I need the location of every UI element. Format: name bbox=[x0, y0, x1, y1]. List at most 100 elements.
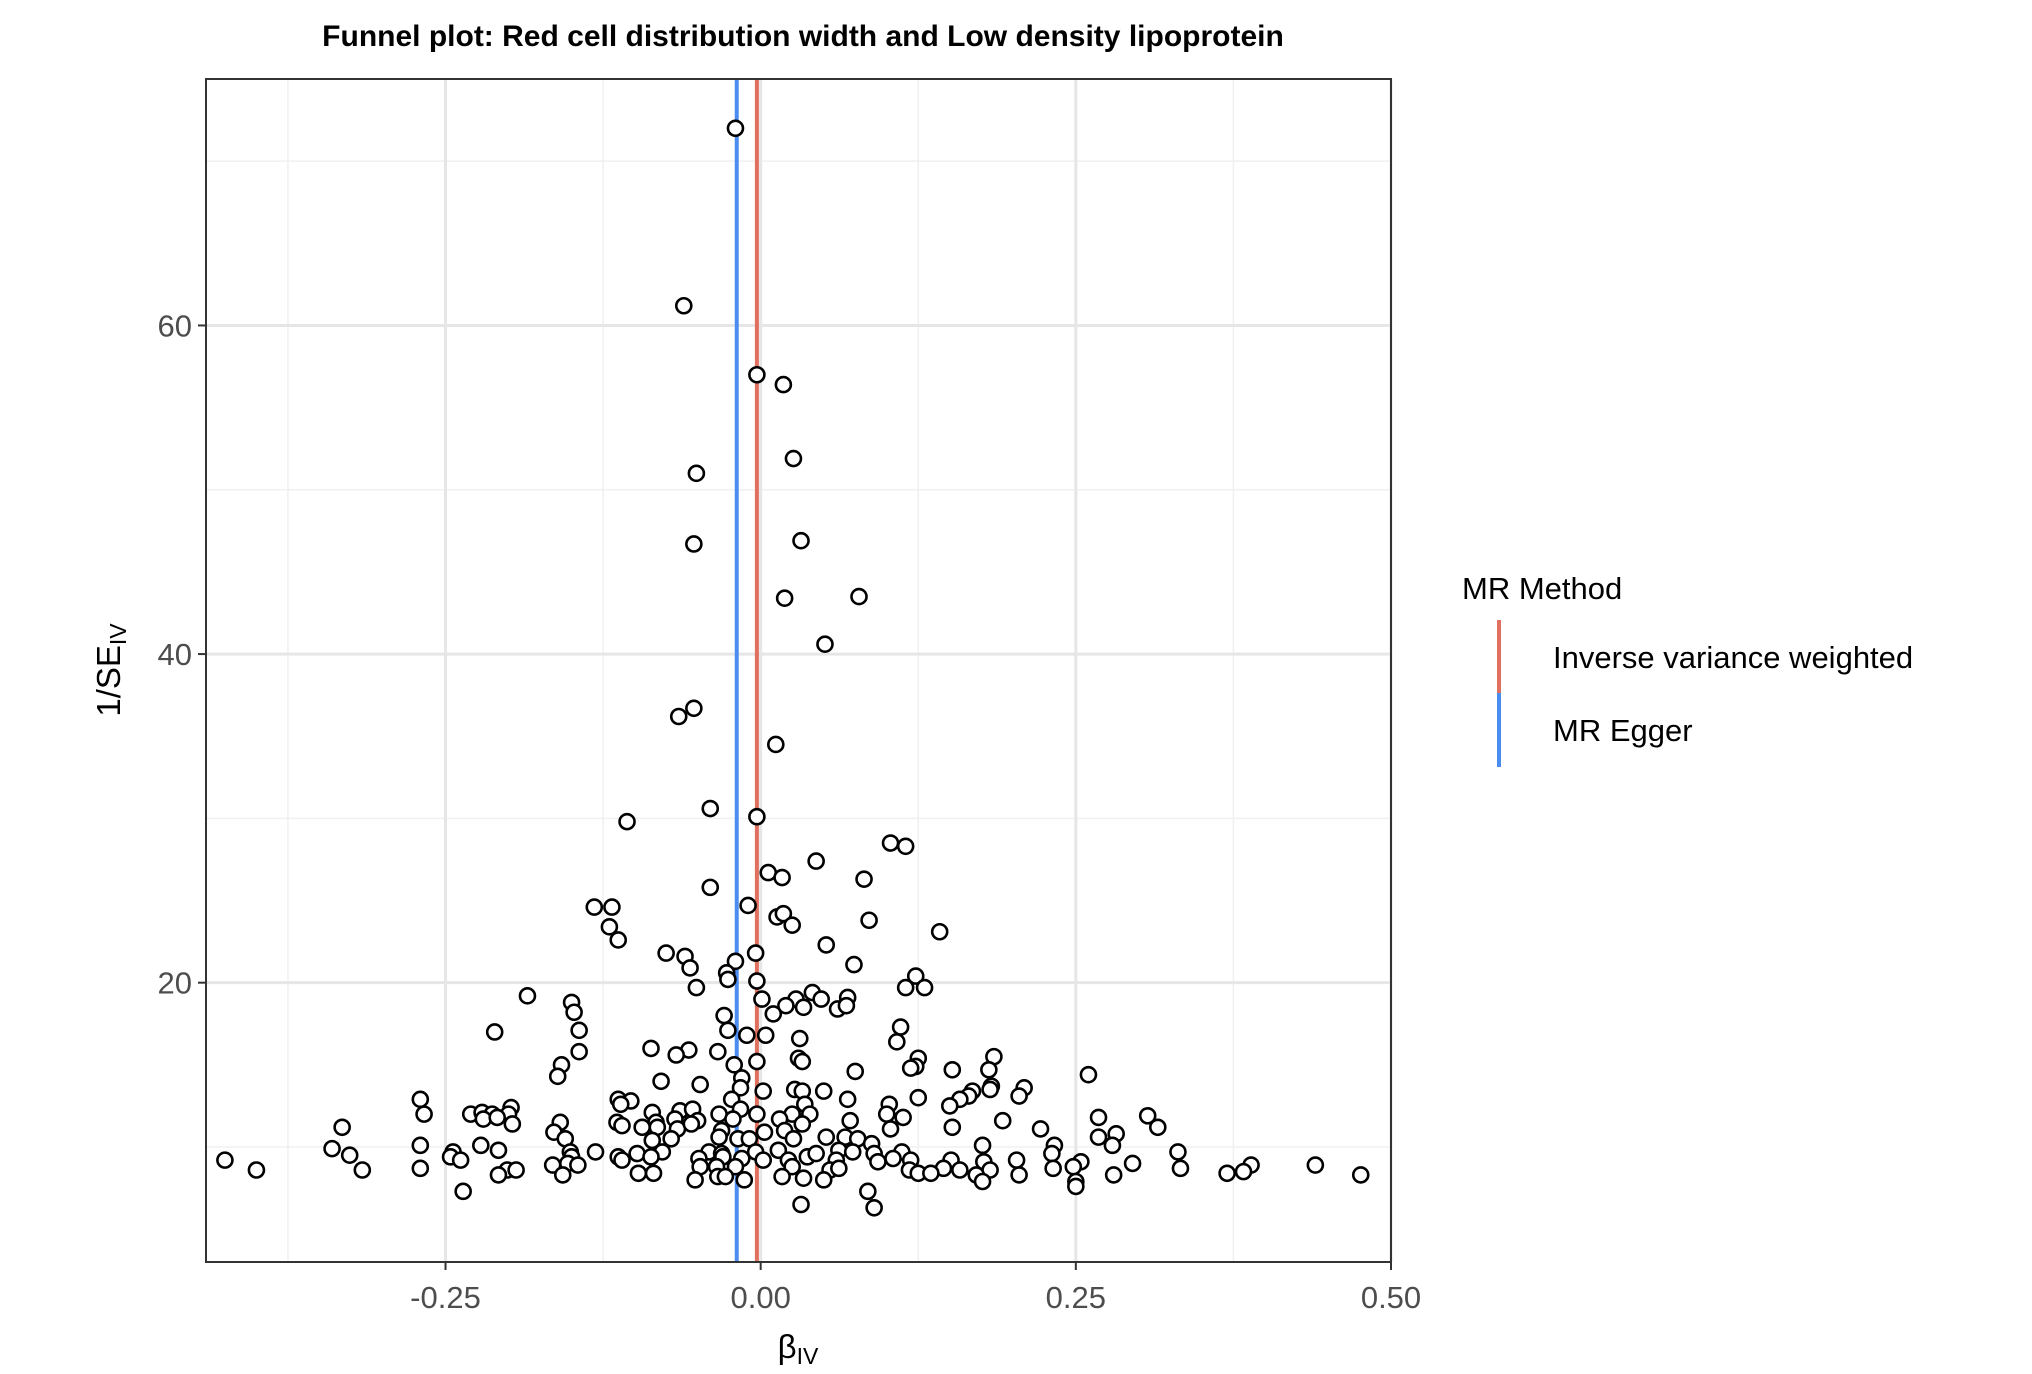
y-tick-label: 40 bbox=[158, 637, 192, 672]
data-point bbox=[843, 1143, 862, 1161]
data-point bbox=[710, 1128, 728, 1146]
data-point bbox=[735, 1171, 754, 1189]
data-point bbox=[701, 799, 720, 818]
data-point bbox=[812, 990, 830, 1008]
data-point bbox=[814, 1171, 833, 1189]
data-point bbox=[783, 1157, 801, 1176]
data-point bbox=[726, 952, 745, 971]
data-point bbox=[951, 1161, 969, 1179]
data-point bbox=[774, 904, 793, 923]
data-point bbox=[838, 1090, 857, 1109]
data-point bbox=[609, 931, 628, 949]
data-point bbox=[565, 1003, 583, 1022]
data-point bbox=[485, 1023, 504, 1041]
data-point bbox=[724, 1110, 742, 1128]
data-point bbox=[1043, 1144, 1061, 1163]
data-point bbox=[686, 1171, 704, 1189]
legend-label-egger: MR Egger bbox=[1553, 713, 1693, 748]
data-point bbox=[1089, 1128, 1108, 1146]
data-point bbox=[888, 1033, 906, 1051]
data-point bbox=[1234, 1162, 1253, 1181]
data-point bbox=[773, 1167, 791, 1186]
data-point bbox=[674, 296, 693, 315]
data-point bbox=[940, 1097, 959, 1115]
x-tick-label: -0.25 bbox=[410, 1280, 481, 1315]
legend-label-ivw: Inverse variance weighted bbox=[1553, 640, 1913, 675]
data-point bbox=[891, 1018, 910, 1036]
data-point bbox=[793, 1052, 812, 1071]
data-point bbox=[1064, 1157, 1083, 1176]
data-point bbox=[1306, 1156, 1325, 1174]
data-point bbox=[726, 119, 745, 138]
data-point bbox=[943, 1118, 962, 1137]
data-point bbox=[247, 1161, 266, 1179]
data-point bbox=[814, 1082, 833, 1100]
plot-panel-border bbox=[205, 78, 1392, 1263]
data-point bbox=[415, 1105, 433, 1123]
data-point bbox=[585, 898, 604, 916]
data-point bbox=[642, 1148, 660, 1166]
data-point bbox=[715, 1006, 733, 1025]
data-point bbox=[1044, 1159, 1062, 1178]
data-point bbox=[488, 1108, 507, 1127]
data-point bbox=[1007, 1151, 1026, 1169]
data-point bbox=[792, 531, 810, 550]
data-point bbox=[993, 1111, 1012, 1130]
data-point bbox=[669, 707, 688, 726]
data-point bbox=[845, 955, 863, 974]
axes: -0.25 0.00 0.25 0.50 20 40 60 bbox=[158, 308, 1422, 1315]
data-point bbox=[1351, 1166, 1370, 1184]
data-point bbox=[216, 1151, 234, 1169]
data-point bbox=[884, 1149, 902, 1168]
data-point bbox=[739, 896, 757, 915]
data-point bbox=[618, 812, 636, 831]
data-point bbox=[518, 987, 537, 1005]
data-point bbox=[600, 918, 619, 936]
data-point bbox=[881, 834, 900, 852]
data-point bbox=[841, 1111, 859, 1130]
data-point bbox=[753, 990, 771, 1008]
data-point bbox=[685, 535, 703, 553]
data-point bbox=[909, 1088, 928, 1107]
data-point bbox=[896, 837, 915, 856]
data-point bbox=[915, 978, 934, 997]
data-point bbox=[701, 878, 720, 897]
data-point bbox=[1138, 1106, 1157, 1125]
data-point bbox=[790, 1029, 809, 1048]
data-point bbox=[855, 870, 873, 888]
data-point bbox=[748, 972, 766, 990]
data-point bbox=[755, 1123, 774, 1141]
data-point bbox=[507, 1161, 525, 1179]
data-point bbox=[657, 944, 675, 962]
data-point bbox=[817, 1128, 836, 1146]
y-axis-title-sub: IV bbox=[105, 623, 131, 645]
data-point bbox=[877, 1105, 896, 1123]
data-point bbox=[1104, 1166, 1123, 1184]
data-point bbox=[323, 1139, 341, 1158]
data-point bbox=[860, 911, 878, 930]
data-point bbox=[687, 978, 706, 997]
data-points bbox=[216, 119, 1370, 1217]
data-point bbox=[643, 1131, 662, 1150]
data-point bbox=[881, 1120, 900, 1138]
data-point bbox=[1218, 1164, 1236, 1183]
x-tick-label: 0.25 bbox=[1046, 1280, 1106, 1315]
data-point bbox=[725, 1056, 744, 1074]
data-point bbox=[613, 1116, 631, 1135]
data-point bbox=[1123, 1154, 1142, 1173]
data-point bbox=[792, 1195, 810, 1214]
data-point bbox=[687, 464, 706, 483]
data-point bbox=[570, 1042, 588, 1061]
chart-title: Funnel plot: Red cell distribution width… bbox=[322, 20, 1284, 53]
data-point bbox=[667, 1046, 686, 1064]
data-point bbox=[901, 1059, 920, 1077]
data-point bbox=[738, 1026, 756, 1045]
data-point bbox=[784, 1129, 803, 1148]
data-point bbox=[1079, 1065, 1098, 1084]
data-point bbox=[489, 1166, 508, 1184]
data-point bbox=[652, 1072, 670, 1091]
data-point bbox=[894, 1108, 912, 1127]
data-point bbox=[769, 1141, 788, 1160]
data-point bbox=[682, 1115, 701, 1133]
data-point bbox=[569, 1156, 587, 1174]
